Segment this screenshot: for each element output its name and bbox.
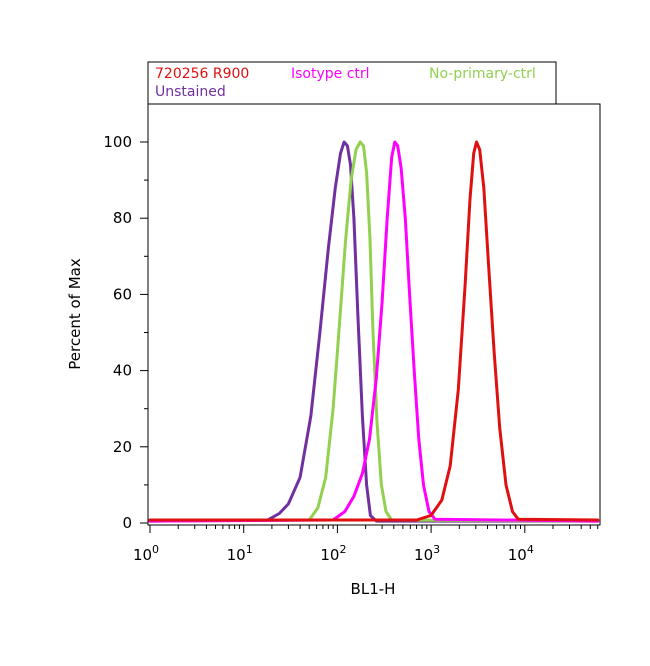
- y-axis-title: Percent of Max: [66, 258, 84, 370]
- series-line-3: [148, 140, 600, 522]
- x-tick-label-3: 103: [414, 543, 440, 564]
- x-tick-label-1: 101: [227, 543, 253, 564]
- legend-entry-0-1: Isotype ctrl: [291, 66, 370, 82]
- x-axis-title: BL1-H: [351, 580, 396, 598]
- legend-box: [147, 61, 557, 105]
- legend-entry-0-0: 720256 R900: [155, 66, 249, 82]
- legend-entry-0-2: No-primary-ctrl: [429, 66, 536, 82]
- series-line-2: [148, 140, 600, 523]
- series-line-0: [148, 140, 600, 523]
- y-tick-label-5: 100: [103, 133, 132, 151]
- axis-layer: 0 20 40 60 80 100 100 101 102 103 104: [103, 133, 599, 564]
- y-tick-label-0: 0: [122, 514, 132, 532]
- y-tick-label-4: 80: [113, 209, 132, 227]
- legend-entry-1-0: Unstained: [155, 84, 226, 100]
- series-layer: [148, 140, 600, 523]
- x-tick-label-0: 100: [133, 543, 159, 564]
- x-tick-label-2: 102: [320, 543, 346, 564]
- legend: 720256 R900 Isotype ctrl No-primary-ctrl Un…: [147, 61, 557, 105]
- plot-frame: [147, 103, 601, 526]
- series-line-1: [148, 140, 600, 523]
- y-tick-label-1: 20: [113, 438, 132, 456]
- y-tick-label-3: 60: [113, 285, 132, 303]
- y-tick-label-2: 40: [113, 362, 132, 380]
- x-tick-label-4: 104: [508, 543, 534, 564]
